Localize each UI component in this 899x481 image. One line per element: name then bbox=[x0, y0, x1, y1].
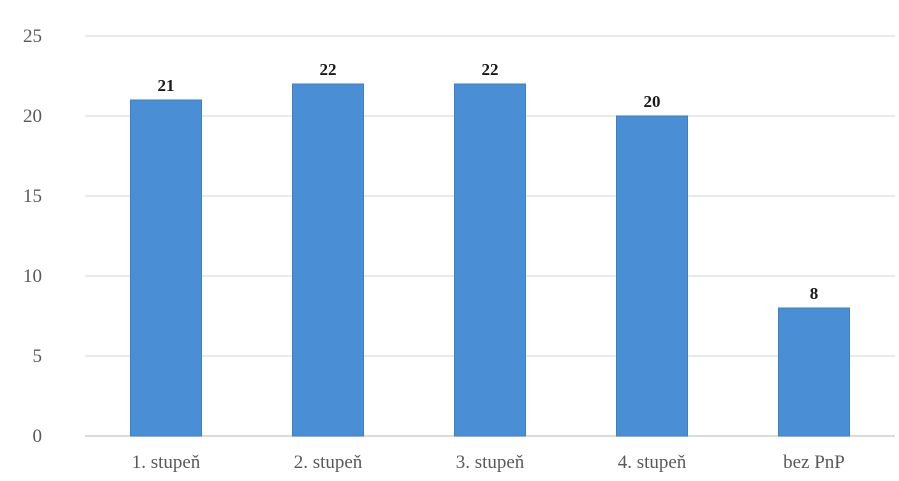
x-axis-categories: 1. stupeň 2. stupeň 3. stupeň 4. stupeň bez … bbox=[132, 452, 845, 473]
y-tick-label: 25 bbox=[23, 26, 42, 47]
y-tick-label: 0 bbox=[33, 426, 43, 447]
y-tick-label: 5 bbox=[33, 346, 43, 367]
category-label-5: bez PnP bbox=[783, 452, 845, 473]
category-label-2: 2. stupeň bbox=[294, 452, 363, 473]
y-tick-label: 15 bbox=[23, 186, 42, 207]
data-label-5: 8 bbox=[810, 284, 819, 303]
y-tick-label: 10 bbox=[23, 266, 42, 287]
bar-5 bbox=[778, 307, 850, 437]
data-label-1: 21 bbox=[158, 76, 175, 95]
data-label-3: 22 bbox=[482, 60, 499, 79]
bar-4 bbox=[616, 115, 688, 437]
bar-3 bbox=[454, 83, 526, 437]
category-label-1: 1. stupeň bbox=[132, 452, 201, 473]
category-label-3: 3. stupeň bbox=[456, 452, 525, 473]
bars bbox=[130, 83, 850, 437]
category-label-4: 4. stupeň bbox=[618, 452, 687, 473]
y-axis-ticks: 0 5 10 15 20 25 bbox=[23, 26, 42, 447]
y-tick-label: 20 bbox=[23, 106, 42, 127]
bar-1 bbox=[130, 99, 202, 437]
data-label-4: 20 bbox=[644, 92, 661, 111]
bar-2 bbox=[292, 83, 364, 437]
data-label-2: 22 bbox=[320, 60, 337, 79]
data-labels: 21 22 22 20 8 bbox=[158, 60, 819, 303]
